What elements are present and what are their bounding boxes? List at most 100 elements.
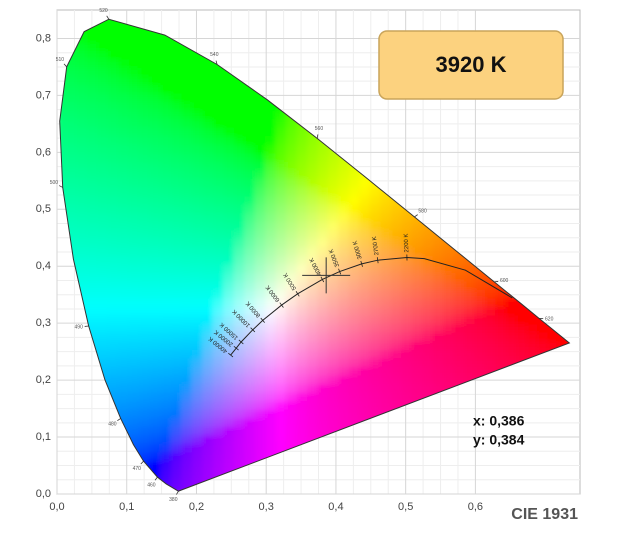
gamut-color-cell bbox=[265, 399, 278, 410]
gamut-color-cell bbox=[97, 356, 111, 367]
gamut-color-cell bbox=[87, 228, 100, 239]
gamut-color-cell bbox=[191, 305, 205, 316]
gamut-color-cell bbox=[244, 168, 257, 179]
gamut-color-cell bbox=[139, 134, 153, 145]
gamut-color-cell bbox=[526, 330, 540, 342]
gamut-color-cell bbox=[223, 416, 236, 427]
gamut-color-cell bbox=[129, 100, 142, 111]
gamut-color-cell bbox=[359, 305, 372, 316]
gamut-color-cell bbox=[275, 296, 289, 308]
gamut-color-cell bbox=[254, 347, 268, 359]
gamut-color-cell bbox=[191, 168, 205, 179]
gamut-color-cell bbox=[150, 356, 163, 367]
gamut-color-cell bbox=[233, 433, 247, 444]
gamut-color-cell bbox=[516, 305, 529, 316]
gamut-color-cell bbox=[401, 296, 414, 308]
gamut-color-cell bbox=[118, 40, 132, 51]
gamut-color-cell bbox=[108, 228, 121, 239]
x-tick-label: 0,1 bbox=[119, 501, 134, 513]
gamut-color-cell bbox=[275, 108, 289, 120]
gamut-color-cell bbox=[296, 159, 310, 171]
gamut-color-cell bbox=[432, 373, 446, 384]
gamut-color-cell bbox=[369, 211, 383, 222]
gamut-color-cell bbox=[432, 253, 446, 265]
gamut-color-cell bbox=[547, 330, 561, 342]
gamut-color-cell bbox=[118, 390, 132, 402]
gamut-color-cell bbox=[108, 381, 121, 393]
gamut-color-cell bbox=[296, 296, 310, 308]
gamut-color-cell bbox=[244, 288, 257, 299]
gamut-color-cell bbox=[348, 202, 362, 214]
gamut-color-cell bbox=[212, 211, 226, 222]
wavelength-label: 580 bbox=[418, 209, 427, 215]
gamut-color-cell bbox=[181, 364, 194, 376]
gamut-color-cell bbox=[202, 57, 215, 68]
gamut-color-cell bbox=[380, 322, 393, 333]
gamut-color-cell bbox=[97, 151, 111, 162]
gamut-color-cell bbox=[296, 433, 310, 444]
gamut-color-cell bbox=[181, 313, 194, 325]
gamut-color-cell bbox=[286, 433, 299, 444]
gamut-color-cell bbox=[265, 108, 278, 120]
gamut-color-cell bbox=[87, 151, 100, 162]
gamut-color-cell bbox=[118, 253, 132, 265]
gamut-color-cell bbox=[275, 262, 289, 273]
gamut-color-cell bbox=[87, 0, 99, 8]
gamut-color-cell bbox=[139, 262, 153, 273]
gamut-color-cell bbox=[275, 228, 289, 239]
gamut-color-cell bbox=[223, 159, 236, 171]
gamut-color-cell bbox=[139, 416, 153, 427]
gamut-color-cell bbox=[108, 202, 121, 214]
gamut-color-cell bbox=[171, 407, 184, 419]
gamut-color-cell bbox=[76, 176, 90, 188]
gamut-color-cell bbox=[191, 458, 205, 470]
gamut-color-cell bbox=[401, 219, 414, 231]
gamut-color-cell bbox=[265, 356, 278, 367]
gamut-color-cell bbox=[139, 74, 153, 86]
gamut-color-cell bbox=[359, 381, 372, 393]
gamut-color-cell bbox=[191, 100, 205, 111]
gamut-color-cell bbox=[118, 65, 132, 77]
gamut-color-cell bbox=[348, 399, 362, 410]
gamut-color-cell bbox=[118, 356, 132, 367]
gamut-color-cell bbox=[338, 219, 351, 231]
gamut-color-cell bbox=[348, 364, 362, 376]
gamut-color-cell bbox=[181, 253, 194, 265]
gamut-color-cell bbox=[87, 211, 100, 222]
gamut-color-cell bbox=[327, 399, 341, 410]
gamut-color-cell bbox=[181, 185, 194, 197]
gamut-color-cell bbox=[233, 142, 247, 154]
gamut-color-cell bbox=[286, 279, 299, 291]
gamut-color-cell bbox=[254, 245, 268, 256]
gamut-color-cell bbox=[191, 65, 205, 77]
wavelength-label: 510 bbox=[56, 57, 65, 63]
gamut-color-cell bbox=[411, 228, 425, 239]
gamut-color-cell bbox=[275, 407, 289, 419]
gamut-color-cell bbox=[233, 262, 247, 273]
gamut-color-cell bbox=[233, 416, 247, 427]
gamut-color-cell bbox=[191, 202, 205, 214]
gamut-color-cell bbox=[453, 262, 466, 273]
gamut-color-cell bbox=[223, 458, 236, 470]
gamut-color-cell bbox=[223, 390, 236, 402]
gamut-color-cell bbox=[359, 211, 372, 222]
gamut-color-cell bbox=[129, 108, 142, 120]
gamut-color-cell bbox=[171, 168, 184, 179]
gamut-color-cell bbox=[139, 288, 153, 299]
gamut-color-cell bbox=[150, 416, 163, 427]
gamut-color-cell bbox=[432, 330, 446, 342]
gamut-color-cell bbox=[97, 100, 111, 111]
wavelength-label: 560 bbox=[315, 126, 324, 132]
gamut-color-cell bbox=[474, 296, 487, 308]
gamut-color-cell bbox=[76, 142, 90, 154]
gamut-color-cell bbox=[139, 424, 153, 436]
gamut-color-cell bbox=[390, 356, 404, 367]
gamut-color-cell bbox=[275, 279, 289, 291]
gamut-color-cell bbox=[296, 313, 310, 325]
gamut-color-cell bbox=[160, 253, 174, 265]
gamut-color-cell bbox=[516, 322, 529, 333]
gamut-color-cell bbox=[317, 390, 330, 402]
gamut-color-cell bbox=[129, 228, 142, 239]
gamut-color-cell bbox=[108, 305, 121, 316]
gamut-color-cell bbox=[495, 347, 508, 359]
